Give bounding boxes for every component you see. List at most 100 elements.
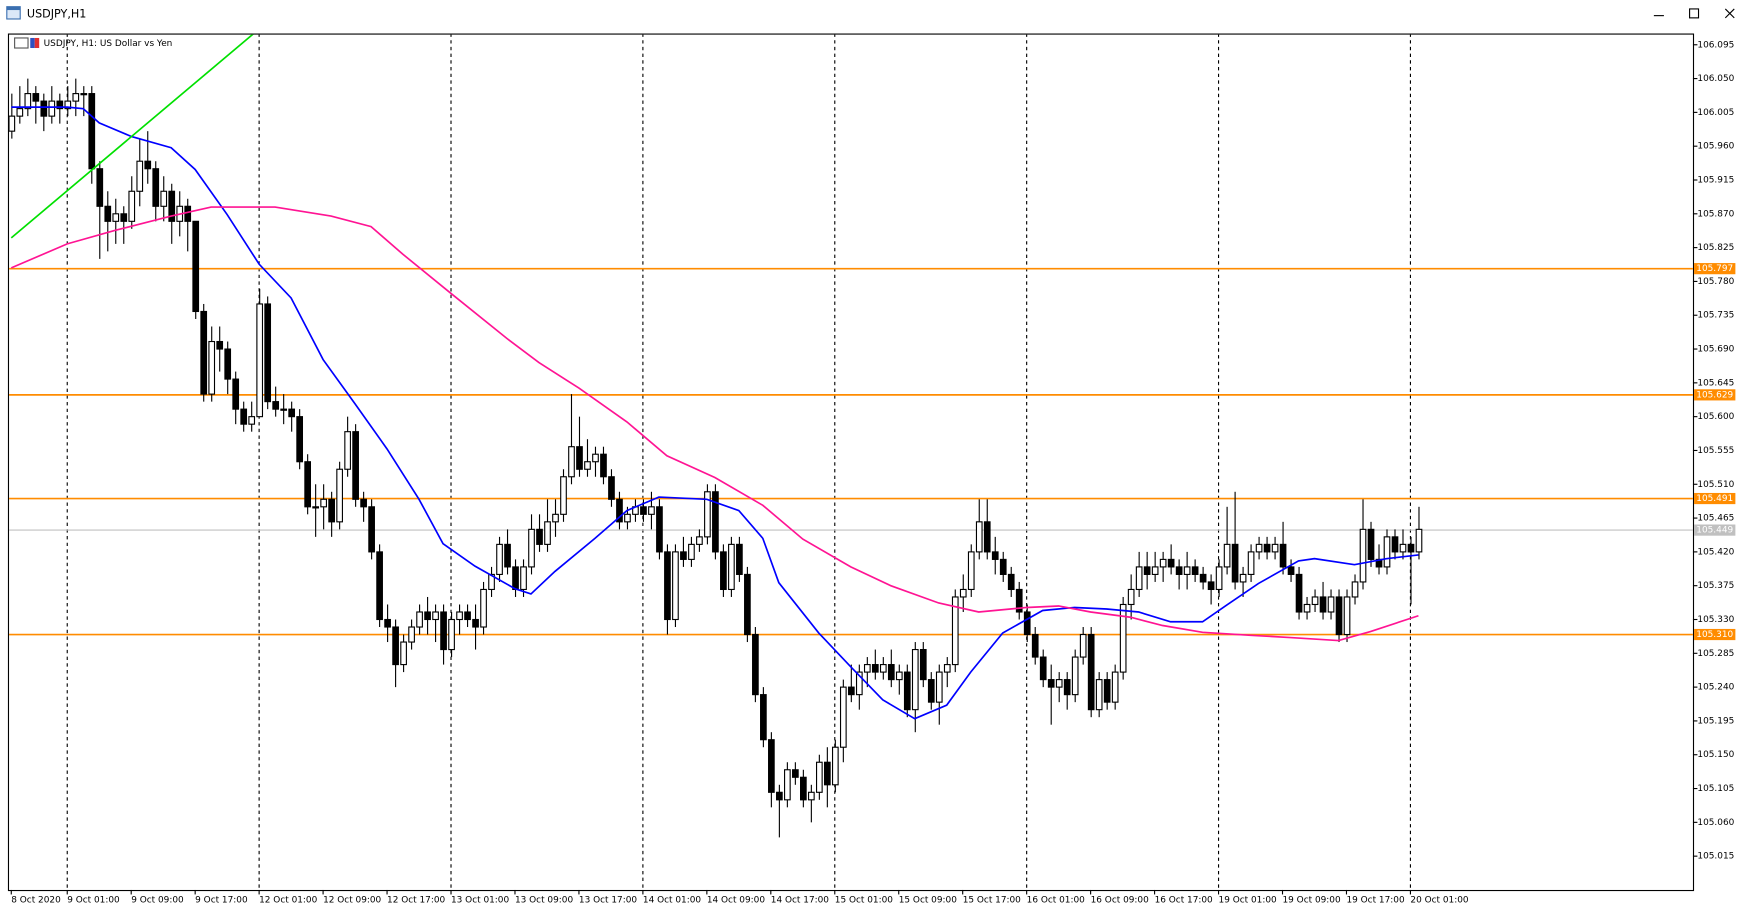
candle-body xyxy=(1095,679,1103,711)
candle-body xyxy=(472,618,479,628)
candle-body xyxy=(408,626,415,643)
candle-body xyxy=(1015,588,1023,613)
candle-body xyxy=(1031,633,1039,658)
candle-body xyxy=(184,205,192,222)
y-tick-label: 105.645 xyxy=(1697,378,1734,388)
candle-body xyxy=(720,551,727,591)
candle-body xyxy=(424,611,431,621)
candle-body xyxy=(823,761,831,786)
window-title: USDJPY,H1 xyxy=(27,8,86,21)
candle-body xyxy=(56,100,64,110)
indicator-line xyxy=(10,206,1419,642)
candle-body xyxy=(1047,679,1055,688)
candle-body xyxy=(352,431,359,500)
candle-body xyxy=(831,746,839,786)
close-button[interactable] xyxy=(1724,8,1735,19)
candle-body xyxy=(1303,603,1311,613)
candle-body xyxy=(1351,581,1359,598)
candle-body xyxy=(560,476,567,515)
candle-body xyxy=(1399,543,1407,553)
window-icon xyxy=(6,6,21,20)
title-bar xyxy=(0,0,1750,30)
candle-body xyxy=(264,303,272,403)
candle-body xyxy=(512,566,519,591)
candle-body xyxy=(919,648,927,681)
candle-body xyxy=(1055,679,1063,688)
y-tick-label: 105.735 xyxy=(1697,311,1734,321)
maximize-button[interactable] xyxy=(1689,8,1700,19)
candle-body xyxy=(248,416,256,425)
candle-body xyxy=(680,551,687,560)
plot-frame xyxy=(7,33,1695,892)
candle-body xyxy=(1191,566,1199,575)
candle-body xyxy=(304,461,312,508)
candle-body xyxy=(112,213,120,222)
level-label: 105.629 xyxy=(1696,390,1733,400)
candle-body xyxy=(815,761,823,793)
candle-body xyxy=(616,498,623,523)
y-tick-label: 105.510 xyxy=(1697,480,1734,490)
level-label-box xyxy=(1694,628,1736,641)
level-label: 105.491 xyxy=(1696,494,1733,504)
candle-body xyxy=(1247,551,1255,575)
candle-body xyxy=(879,664,887,673)
candle-body xyxy=(552,513,559,523)
candle-body xyxy=(975,521,983,553)
candle-body xyxy=(608,476,615,500)
candle-body xyxy=(1367,528,1375,560)
y-tick-label: 105.690 xyxy=(1697,345,1734,355)
candle-body xyxy=(943,664,951,673)
candle-body xyxy=(16,108,24,117)
candle-body xyxy=(360,498,367,508)
symbol-icon xyxy=(14,37,40,49)
candle-body xyxy=(871,664,879,673)
candle-body xyxy=(1175,566,1183,575)
candle-body xyxy=(64,100,72,110)
candle-body xyxy=(672,551,679,621)
y-tick-label: 105.960 xyxy=(1697,142,1734,152)
y-tick-label: 105.240 xyxy=(1697,683,1734,693)
candle-body xyxy=(1151,566,1159,575)
y-tick-label: 105.825 xyxy=(1697,243,1734,253)
candle-body xyxy=(416,611,423,628)
candle-body xyxy=(240,408,248,425)
candle-body xyxy=(728,543,735,591)
candle-body xyxy=(776,791,783,801)
candle-body xyxy=(959,588,967,598)
candle-body xyxy=(1063,679,1071,696)
candle-body xyxy=(152,168,160,207)
x-tick-label: 13 Oct 01:00 xyxy=(451,896,509,906)
y-tick-label: 106.095 xyxy=(1697,40,1734,50)
candle-body xyxy=(568,446,575,478)
candle-body xyxy=(104,205,112,222)
x-tick-label: 13 Oct 09:00 xyxy=(515,896,573,906)
x-tick-label: 15 Oct 17:00 xyxy=(963,896,1021,906)
candle-body xyxy=(808,791,815,801)
indicator-line xyxy=(10,34,254,239)
x-tick-label: 9 Oct 09:00 xyxy=(131,896,184,906)
candle-body xyxy=(600,453,607,478)
candle-body xyxy=(951,596,959,666)
candle-body xyxy=(839,686,847,748)
candle-body xyxy=(504,543,511,568)
candle-body xyxy=(1231,543,1239,583)
candle-body xyxy=(656,506,663,553)
x-tick-label: 16 Oct 09:00 xyxy=(1091,896,1149,906)
candle-body xyxy=(1295,573,1303,613)
candle-body xyxy=(328,498,335,523)
y-tick-label: 105.330 xyxy=(1697,615,1734,625)
candle-body xyxy=(1359,528,1367,583)
candle-body xyxy=(448,618,455,651)
candle-body xyxy=(784,769,791,801)
y-tick-label: 105.465 xyxy=(1697,514,1734,524)
candle-body xyxy=(1127,588,1135,606)
candle-body xyxy=(1383,536,1391,568)
candle-body xyxy=(1327,596,1335,613)
y-tick-label: 105.105 xyxy=(1697,784,1734,794)
candle-body xyxy=(991,551,999,560)
candle-body xyxy=(1279,543,1287,568)
candle-body xyxy=(1319,596,1327,613)
x-tick-label: 16 Oct 17:00 xyxy=(1155,896,1213,906)
candle-body xyxy=(967,551,975,591)
